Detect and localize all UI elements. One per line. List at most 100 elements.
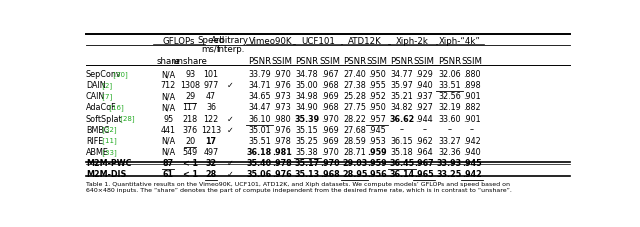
Text: 29.03: 29.03: [342, 158, 367, 167]
Text: .964: .964: [415, 147, 433, 156]
Text: .968: .968: [320, 169, 340, 178]
Text: 977: 977: [204, 81, 219, 90]
Text: .940: .940: [463, 147, 481, 156]
Text: 101: 101: [204, 70, 218, 79]
Text: 27.38: 27.38: [344, 81, 366, 90]
Text: 32.06: 32.06: [438, 70, 461, 79]
Text: 36.10: 36.10: [248, 114, 271, 123]
Text: .942: .942: [462, 169, 482, 178]
Text: RIFE: RIFE: [86, 136, 103, 145]
Text: 35.18: 35.18: [390, 147, 413, 156]
Text: .969: .969: [321, 125, 339, 134]
Text: 36: 36: [206, 103, 216, 112]
Text: 36.62: 36.62: [389, 114, 415, 123]
Text: .962: .962: [415, 136, 433, 145]
Text: 34.71: 34.71: [248, 81, 271, 90]
Text: .969: .969: [321, 92, 339, 101]
Text: 27.68: 27.68: [344, 125, 366, 134]
Text: 34.77: 34.77: [390, 70, 413, 79]
Text: 34.65: 34.65: [248, 92, 271, 101]
Text: DAIN: DAIN: [86, 81, 106, 90]
Text: .953: .953: [368, 136, 386, 145]
Text: ✓: ✓: [227, 114, 234, 123]
Text: .959: .959: [367, 147, 387, 156]
Text: < 1: < 1: [182, 158, 198, 167]
Text: 61: 61: [163, 169, 174, 178]
Text: M2M-DIS: M2M-DIS: [86, 169, 126, 178]
Text: 36.18: 36.18: [247, 147, 272, 156]
Text: Speed: Speed: [197, 36, 225, 44]
Text: .957: .957: [368, 114, 386, 123]
Text: PSNR: PSNR: [296, 57, 319, 66]
Text: .981: .981: [273, 147, 292, 156]
Text: GFLOPs: GFLOPs: [163, 37, 195, 45]
Text: 549: 549: [182, 147, 198, 156]
Text: 441: 441: [161, 125, 176, 134]
Text: share: share: [156, 57, 180, 66]
Text: 35.01: 35.01: [248, 125, 271, 134]
Text: 1308: 1308: [180, 81, 200, 90]
Text: N/A: N/A: [161, 147, 175, 156]
Text: –: –: [400, 125, 404, 134]
Text: 28.95: 28.95: [342, 169, 367, 178]
Text: 36.15: 36.15: [390, 136, 413, 145]
Text: SSIM: SSIM: [272, 57, 293, 66]
Text: CAIN: CAIN: [86, 92, 105, 101]
Text: Arbitrary: Arbitrary: [211, 36, 250, 44]
Text: ATD12K: ATD12K: [348, 37, 382, 45]
Text: SSIM: SSIM: [413, 57, 435, 66]
Text: PSNR: PSNR: [248, 57, 271, 66]
Text: 35.40: 35.40: [247, 158, 272, 167]
Text: .973: .973: [273, 92, 291, 101]
Text: 35.97: 35.97: [390, 81, 413, 90]
Text: 27.40: 27.40: [344, 70, 366, 79]
Text: .901: .901: [463, 92, 481, 101]
Text: Vimeo90K: Vimeo90K: [248, 37, 292, 45]
Text: 36.45: 36.45: [389, 158, 415, 167]
Text: .967: .967: [415, 158, 434, 167]
Text: .970: .970: [320, 158, 340, 167]
Text: .969: .969: [321, 136, 339, 145]
Text: 34.47: 34.47: [248, 103, 271, 112]
Text: 33.27: 33.27: [438, 136, 461, 145]
Text: BMBC: BMBC: [86, 125, 109, 134]
Text: SSIM: SSIM: [461, 57, 483, 66]
Text: .942: .942: [463, 136, 481, 145]
Text: [11]: [11]: [100, 137, 117, 144]
Text: 20: 20: [185, 136, 195, 145]
Text: ABME: ABME: [86, 147, 109, 156]
Text: SSIM: SSIM: [367, 57, 388, 66]
Text: 93: 93: [185, 70, 195, 79]
Text: –: –: [470, 125, 474, 134]
Text: 28.59: 28.59: [343, 136, 366, 145]
Text: 712: 712: [161, 81, 176, 90]
Text: –: –: [422, 125, 426, 134]
Text: –: –: [447, 125, 452, 134]
Text: .880: .880: [463, 70, 481, 79]
Text: 497: 497: [204, 147, 219, 156]
Text: .967: .967: [321, 70, 339, 79]
Text: 35.15: 35.15: [296, 125, 319, 134]
Text: .970: .970: [273, 70, 291, 79]
Text: SSIM: SSIM: [319, 57, 340, 66]
Text: N/A: N/A: [161, 92, 175, 101]
Text: 32.19: 32.19: [438, 103, 461, 112]
Text: N/A: N/A: [161, 136, 175, 145]
Text: [7]: [7]: [100, 93, 113, 100]
Text: ms/f: ms/f: [202, 44, 220, 53]
Text: 1213: 1213: [201, 125, 221, 134]
Text: 35.39: 35.39: [294, 114, 320, 123]
Text: .959: .959: [367, 158, 387, 167]
Text: .945: .945: [368, 125, 386, 134]
Text: N/A: N/A: [161, 70, 175, 79]
Text: .901: .901: [463, 114, 481, 123]
Text: Xiph-“4k”: Xiph-“4k”: [439, 37, 481, 45]
Text: ✓: ✓: [227, 158, 234, 167]
Text: 27.75: 27.75: [343, 103, 366, 112]
Text: 122: 122: [204, 114, 219, 123]
Text: 29: 29: [185, 92, 195, 101]
Text: 32.36: 32.36: [438, 147, 461, 156]
Text: 32.56: 32.56: [438, 92, 461, 101]
Text: < 1: < 1: [182, 169, 198, 178]
Text: 376: 376: [182, 125, 198, 134]
